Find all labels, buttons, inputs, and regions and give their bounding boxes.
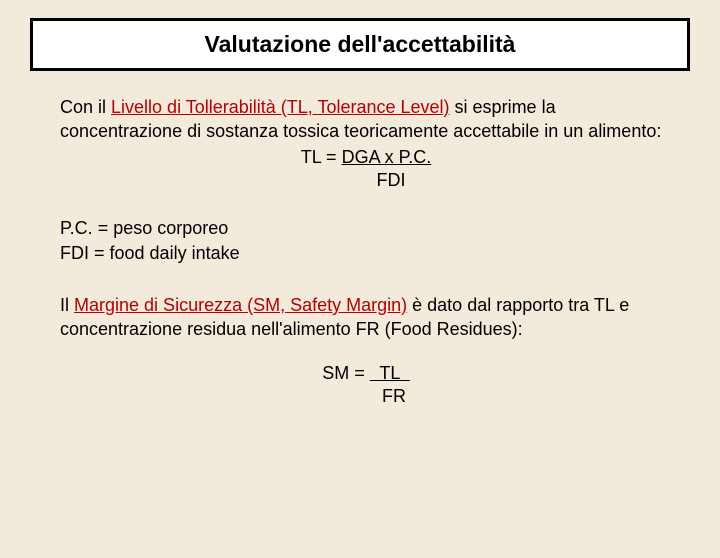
formula-tl: TL = DGA x P.C. FDI — [60, 146, 672, 193]
formula2-denominator: FR — [60, 385, 672, 408]
para1-pre: Con il — [60, 97, 111, 117]
para2-pre: Il — [60, 295, 74, 315]
def-pc: P.C. = peso corporeo — [60, 216, 672, 240]
def-fdi: FDI = food daily intake — [60, 241, 672, 265]
definitions: P.C. = peso corporeo FDI = food daily in… — [60, 216, 672, 265]
page-title: Valutazione dell'accettabilità — [33, 31, 687, 58]
formula2-numerator: TL — [370, 363, 410, 383]
paragraph-tl: Con il Livello di Tollerabilità (TL, Tol… — [60, 95, 672, 144]
para1-term: Livello di Tollerabilità (TL, Tolerance … — [111, 97, 450, 117]
para2-term: Margine di Sicurezza (SM, Safety Margin) — [74, 295, 407, 315]
content-area: Con il Livello di Tollerabilità (TL, Tol… — [0, 71, 720, 408]
formula1-lhs: TL = — [301, 147, 342, 167]
formula1-numerator: DGA x P.C. — [342, 147, 432, 167]
formula-sm: SM = TL FR — [60, 362, 672, 409]
paragraph-sm: Il Margine di Sicurezza (SM, Safety Marg… — [60, 293, 672, 342]
formula2-lhs: SM = — [322, 363, 370, 383]
title-box: Valutazione dell'accettabilità — [30, 18, 690, 71]
formula1-denominator: FDI — [60, 169, 672, 192]
